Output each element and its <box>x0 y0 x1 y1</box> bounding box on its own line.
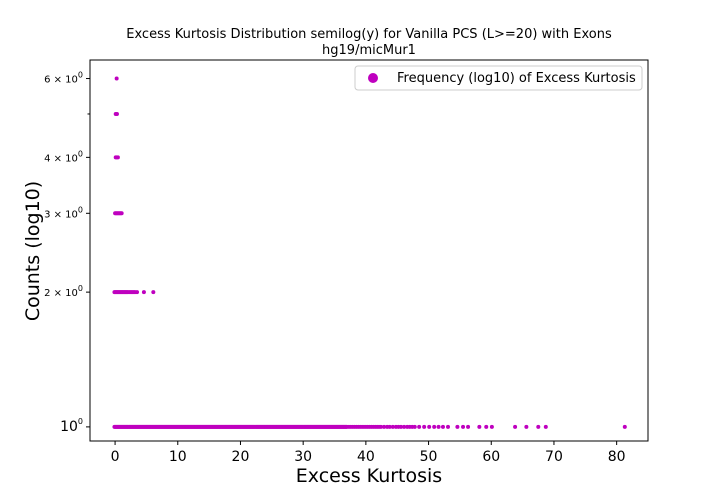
legend-marker <box>368 73 378 83</box>
data-point <box>114 111 119 116</box>
x-tick-label: 40 <box>357 449 375 465</box>
data-point <box>115 155 120 160</box>
data-point <box>622 424 627 429</box>
data-point <box>119 211 124 216</box>
legend-box <box>354 65 643 91</box>
y-tick-label: 3 × 100 <box>44 205 83 220</box>
x-axis: 0 10 20 30 40 50 60 70 80 <box>111 441 626 465</box>
data-point <box>432 424 437 429</box>
data-point <box>446 424 450 429</box>
data-point <box>417 424 422 429</box>
data-point <box>477 424 482 429</box>
x-tick-label: 50 <box>420 449 438 465</box>
legend-label: Frequency (log10) of Excess Kurtosis <box>397 71 636 86</box>
data-point <box>151 290 156 295</box>
x-tick-label: 60 <box>482 449 500 465</box>
plot-area-frame <box>89 59 649 442</box>
data-point <box>412 424 417 429</box>
data-point <box>536 424 541 429</box>
data-point <box>543 424 548 429</box>
data-point <box>390 424 395 429</box>
data-point <box>484 424 489 429</box>
y-axis: 100 2 × 100 3 × 100 4 × 100 6 × 100 <box>44 71 90 435</box>
data-point <box>402 424 407 429</box>
y-tick-label: 2 × 100 <box>44 284 83 299</box>
chart-subtitle: hg19/micMur1 <box>322 43 416 58</box>
data-point <box>387 424 392 429</box>
chart-title: Excess Kurtosis Distribution semilog(y) … <box>126 27 612 42</box>
x-tick-label: 0 <box>111 449 120 465</box>
x-tick-label: 80 <box>608 449 626 465</box>
data-point <box>513 424 518 429</box>
data-point <box>422 424 427 429</box>
y-tick-label: 100 <box>60 417 83 435</box>
data-point <box>455 424 460 429</box>
data-point <box>489 424 494 429</box>
y-tick-label: 6 × 100 <box>44 71 83 86</box>
data-points <box>112 76 627 429</box>
data-point <box>427 424 432 429</box>
x-tick-label: 30 <box>294 449 312 465</box>
data-point <box>378 424 383 429</box>
x-tick-label: 70 <box>545 449 563 465</box>
x-axis-label: Excess Kurtosis <box>296 465 442 487</box>
y-axis-label: Counts (log10) <box>22 181 44 321</box>
y-tick-label: 4 × 100 <box>44 149 83 164</box>
x-tick-label: 10 <box>169 449 187 465</box>
data-point <box>141 290 146 295</box>
data-point <box>114 76 119 81</box>
data-point <box>461 424 466 429</box>
data-point <box>398 424 403 429</box>
x-tick-label: 20 <box>232 449 250 465</box>
data-point <box>436 424 441 429</box>
data-point <box>440 424 445 429</box>
data-point <box>466 424 471 429</box>
data-point <box>524 424 529 429</box>
data-point <box>382 424 387 429</box>
data-point <box>135 290 140 295</box>
legend: Frequency (log10) of Excess Kurtosis <box>354 65 643 91</box>
